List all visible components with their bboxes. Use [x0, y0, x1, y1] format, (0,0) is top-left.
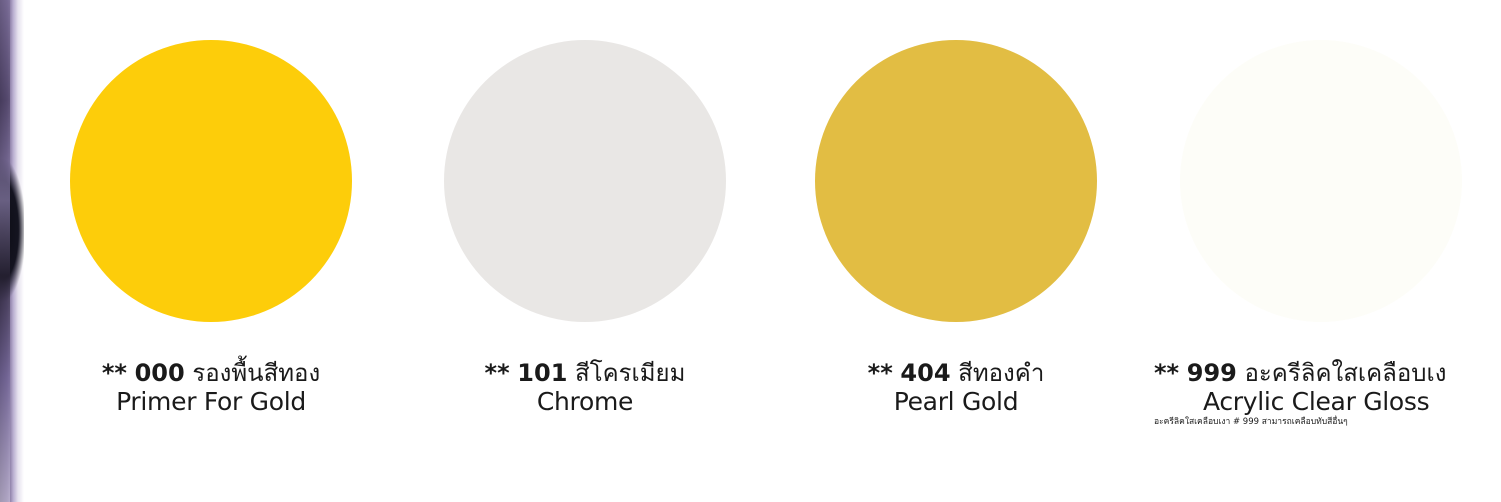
swatch-note: อะครีลิคใสเคลือบเงา # 999 สามารถเคลือบทั…: [1154, 417, 1348, 427]
swatch-chrome: ** 101 สีโครเมียม Chrome: [405, 40, 765, 416]
swatch-english-name: Acrylic Clear Gloss: [1203, 387, 1430, 416]
swatch-acrylic-clear-gloss: ** 999 อะครีลิคใสเคลือบเง Acrylic Clear …: [1138, 40, 1501, 428]
swatch-code: 000: [134, 359, 185, 387]
swatch-code-line: ** 101 สีโครเมียม: [405, 358, 765, 388]
swatch-primer-for-gold: ** 000 รองพื้นสีทอง Primer For Gold: [31, 40, 391, 416]
decorative-edge-strip: [0, 0, 24, 502]
swatch-code-line: ** 404 สีทองคำ: [776, 358, 1136, 388]
color-circle-101: [444, 40, 726, 322]
swatch-pearl-gold: ** 404 สีทองคำ Pearl Gold: [776, 40, 1136, 416]
swatch-code: 999: [1186, 359, 1237, 387]
swatch-code-line: ** 000 รองพื้นสีทอง: [31, 358, 391, 388]
swatch-thai-name: รองพื้นสีทอง: [192, 359, 321, 387]
swatch-thai-name: สีโครเมียม: [575, 359, 686, 387]
swatch-english-name: Primer For Gold: [116, 387, 306, 416]
color-circle-404: [815, 40, 1097, 322]
swatch-thai-name: อะครีลิคใสเคลือบเง: [1244, 359, 1447, 387]
swatch-code-line: ** 999 อะครีลิคใสเคลือบเง: [1138, 358, 1501, 388]
swatch-stars: **: [101, 359, 127, 387]
swatch-stars: **: [484, 359, 510, 387]
color-circle-999: [1180, 40, 1462, 322]
swatch-code: 101: [517, 359, 568, 387]
swatch-english-name: Chrome: [536, 387, 634, 416]
swatch-code: 404: [900, 359, 951, 387]
color-circle-000: [70, 40, 352, 322]
swatch-thai-name: สีทองคำ: [958, 359, 1045, 387]
swatch-stars: **: [867, 359, 893, 387]
swatch-english-name: Pearl Gold: [893, 387, 1019, 416]
swatch-stars: **: [1154, 359, 1180, 387]
